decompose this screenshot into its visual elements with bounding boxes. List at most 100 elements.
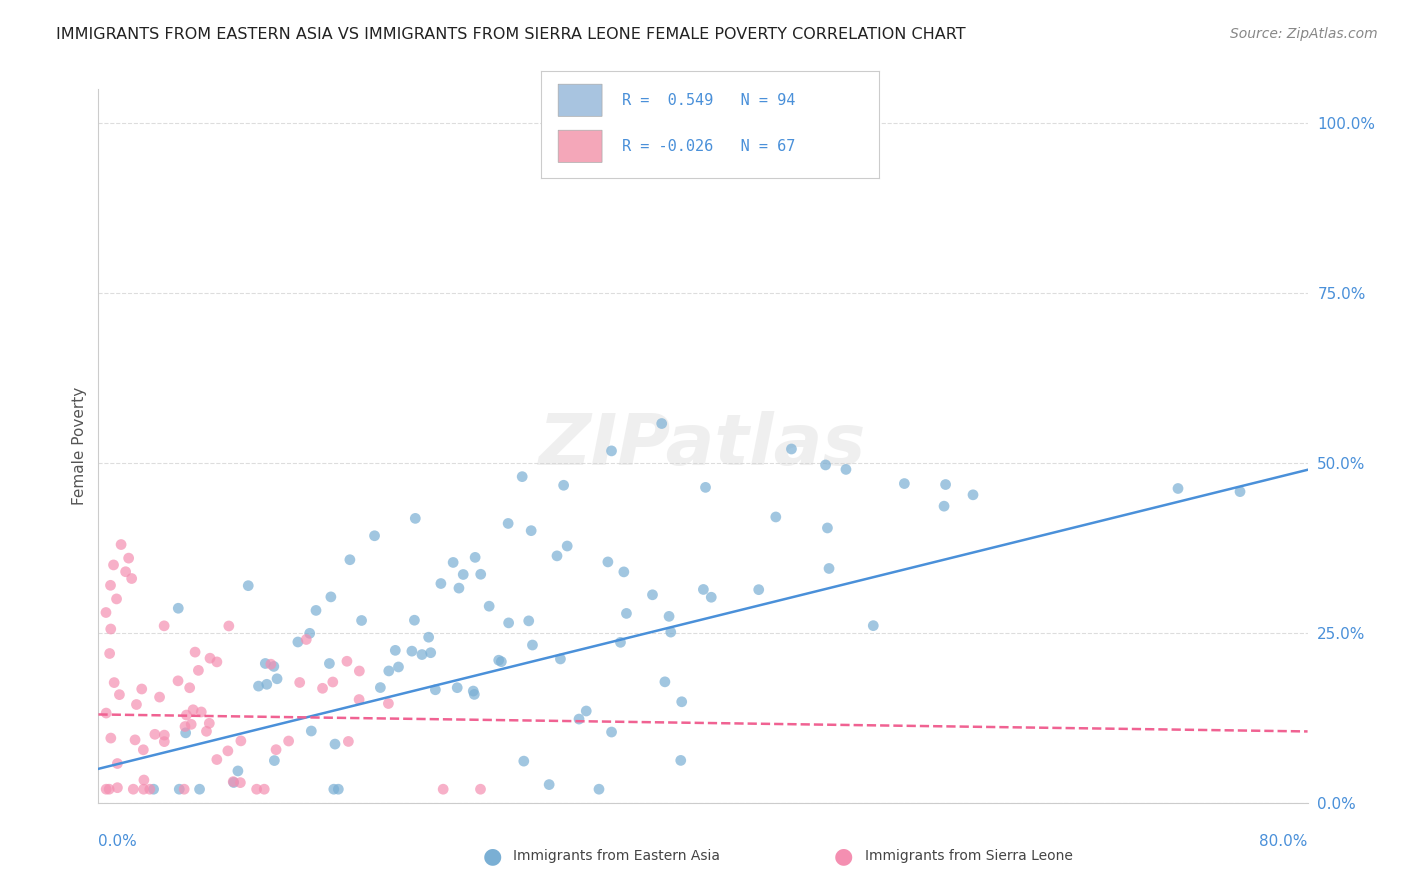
- Point: [295, 632, 318, 647]
- Point: [377, 697, 399, 711]
- Point: [600, 443, 623, 458]
- Point: [298, 626, 321, 640]
- Point: [517, 614, 540, 628]
- Text: Source: ZipAtlas.com: Source: ZipAtlas.com: [1230, 27, 1378, 41]
- Point: [153, 728, 176, 742]
- Y-axis label: Female Poverty: Female Poverty: [72, 387, 87, 505]
- Point: [288, 675, 311, 690]
- Point: [287, 635, 309, 649]
- Point: [260, 657, 283, 672]
- Point: [299, 724, 322, 739]
- Point: [470, 567, 492, 582]
- Text: 0.0%: 0.0%: [98, 834, 138, 848]
- Point: [347, 692, 370, 706]
- Point: [550, 652, 572, 666]
- Point: [378, 664, 401, 678]
- Point: [337, 734, 360, 748]
- Point: [124, 732, 146, 747]
- Point: [322, 782, 344, 797]
- Point: [671, 695, 693, 709]
- Point: [167, 673, 190, 688]
- Point: [404, 511, 426, 525]
- Point: [613, 565, 636, 579]
- Point: [187, 664, 209, 678]
- Text: 80.0%: 80.0%: [1260, 834, 1308, 848]
- Point: [419, 646, 441, 660]
- Point: [935, 477, 957, 491]
- Point: [669, 753, 692, 767]
- Point: [780, 442, 803, 456]
- Point: [765, 510, 787, 524]
- Point: [110, 537, 132, 551]
- Point: [430, 576, 453, 591]
- Point: [546, 549, 568, 563]
- Point: [222, 774, 245, 789]
- Point: [814, 458, 837, 472]
- Point: [148, 690, 170, 704]
- Point: [100, 622, 122, 636]
- Point: [658, 609, 681, 624]
- Point: [181, 703, 204, 717]
- Point: [167, 782, 190, 797]
- Point: [401, 644, 423, 658]
- Point: [132, 782, 155, 797]
- Point: [496, 516, 519, 531]
- Point: [350, 614, 373, 628]
- Point: [103, 675, 125, 690]
- Point: [411, 648, 433, 662]
- Point: [513, 754, 536, 768]
- Point: [609, 635, 631, 649]
- Point: [818, 561, 841, 575]
- Point: [692, 582, 714, 597]
- Point: [125, 698, 148, 712]
- Point: [256, 677, 278, 691]
- Text: ZIPatlas: ZIPatlas: [540, 411, 866, 481]
- Point: [105, 591, 128, 606]
- Point: [184, 645, 207, 659]
- Point: [470, 782, 492, 797]
- Point: [322, 675, 344, 690]
- Point: [893, 476, 915, 491]
- Point: [153, 734, 176, 748]
- Point: [105, 756, 128, 771]
- Point: [1167, 482, 1189, 496]
- Point: [932, 499, 955, 513]
- Point: [143, 727, 166, 741]
- Point: [266, 672, 288, 686]
- Point: [432, 782, 454, 797]
- Point: [600, 725, 623, 739]
- Point: [254, 657, 277, 671]
- Point: [229, 775, 252, 789]
- Point: [247, 679, 270, 693]
- Point: [817, 521, 839, 535]
- Point: [174, 726, 197, 740]
- Point: [520, 524, 543, 538]
- Point: [318, 657, 340, 671]
- Point: [451, 567, 474, 582]
- Point: [229, 734, 252, 748]
- Point: [198, 651, 221, 665]
- Point: [94, 606, 117, 620]
- Point: [463, 687, 485, 701]
- Point: [588, 782, 610, 797]
- Point: [173, 782, 195, 797]
- Point: [349, 664, 371, 678]
- Point: [222, 775, 245, 789]
- Point: [464, 550, 486, 565]
- Point: [522, 638, 544, 652]
- Point: [339, 552, 361, 566]
- Point: [190, 705, 212, 719]
- Point: [404, 613, 426, 627]
- Point: [835, 462, 858, 476]
- Point: [122, 782, 145, 797]
- Point: [96, 782, 118, 797]
- Point: [132, 772, 155, 787]
- Point: [862, 618, 884, 632]
- Point: [695, 480, 717, 494]
- Point: [188, 782, 211, 797]
- Point: [195, 724, 218, 739]
- Point: [575, 704, 598, 718]
- Point: [659, 625, 682, 640]
- Point: [463, 684, 485, 698]
- Point: [538, 778, 561, 792]
